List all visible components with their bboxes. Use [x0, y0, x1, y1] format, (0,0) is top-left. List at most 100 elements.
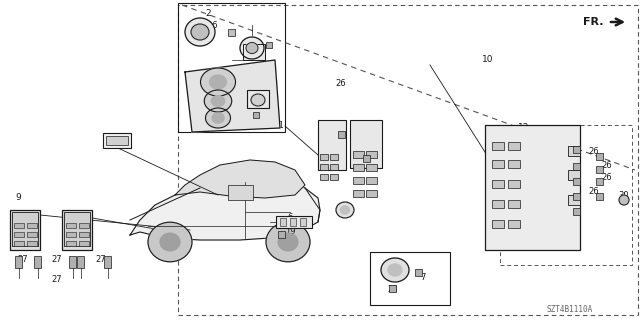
Text: 26: 26 [602, 173, 612, 182]
Text: 26: 26 [602, 161, 612, 170]
Bar [508, 220, 520, 228]
Bar [508, 160, 520, 168]
Text: SZT4B1110A: SZT4B1110A [547, 306, 593, 315]
Bar [366, 151, 377, 158]
Text: 24: 24 [564, 196, 575, 204]
Ellipse shape [381, 258, 409, 282]
Text: 29: 29 [342, 204, 352, 212]
Bar [14, 232, 24, 237]
Bar [14, 223, 24, 228]
Bar [330, 154, 338, 160]
Bar [330, 164, 338, 170]
Bar [500, 125, 632, 265]
Ellipse shape [340, 206, 349, 214]
Text: FR.: FR. [584, 17, 604, 27]
Text: 16: 16 [257, 74, 268, 83]
Text: 26: 26 [360, 146, 371, 155]
Ellipse shape [278, 233, 298, 251]
Ellipse shape [185, 18, 215, 46]
Bar [300, 218, 306, 226]
Bar [492, 180, 504, 188]
Bar [27, 232, 37, 237]
Bar [573, 163, 580, 170]
Bar [66, 232, 76, 237]
Bar [77, 256, 84, 268]
Bar [320, 174, 328, 180]
Text: 7: 7 [420, 274, 426, 283]
Bar [596, 178, 603, 185]
Bar [79, 241, 89, 246]
Text: 26: 26 [571, 206, 581, 215]
Text: 19: 19 [285, 228, 295, 236]
Ellipse shape [246, 43, 258, 53]
Bar [508, 142, 520, 150]
Text: 16: 16 [207, 21, 218, 30]
Bar [34, 256, 41, 268]
Text: 8: 8 [78, 215, 84, 225]
Bar [15, 256, 22, 268]
Ellipse shape [204, 90, 232, 112]
Bar [366, 190, 377, 197]
Text: 6: 6 [287, 213, 292, 222]
Bar [568, 195, 580, 205]
Ellipse shape [388, 264, 402, 276]
Bar [106, 136, 128, 145]
Bar [27, 241, 37, 246]
Bar [353, 190, 364, 197]
Text: 12: 12 [518, 124, 530, 132]
Bar [104, 256, 111, 268]
Bar [370, 252, 450, 305]
Bar [573, 208, 580, 215]
Bar [228, 29, 235, 36]
Bar [353, 151, 364, 158]
Text: 28: 28 [388, 285, 398, 294]
Bar [508, 180, 520, 188]
Bar [178, 3, 285, 132]
Bar [485, 125, 580, 250]
Bar [66, 223, 76, 228]
Text: 11: 11 [321, 134, 332, 143]
Text: 26: 26 [249, 110, 259, 119]
Bar [290, 218, 296, 226]
Bar [389, 285, 396, 292]
Text: 27: 27 [52, 255, 62, 265]
Bar [79, 232, 89, 237]
Bar [568, 170, 580, 180]
Bar [12, 212, 38, 246]
Bar [573, 178, 580, 185]
Bar [103, 133, 131, 148]
Bar [330, 174, 338, 180]
Bar [353, 177, 364, 184]
Bar [64, 212, 90, 246]
Ellipse shape [251, 94, 265, 106]
Bar [27, 223, 37, 228]
Ellipse shape [619, 195, 629, 205]
Text: 9: 9 [15, 193, 21, 202]
Text: 24: 24 [564, 140, 575, 148]
Bar [508, 200, 520, 208]
Text: 27: 27 [52, 276, 62, 284]
Bar [79, 223, 89, 228]
Bar [573, 193, 580, 200]
Bar [253, 112, 259, 118]
Text: 27: 27 [96, 255, 106, 265]
Bar [366, 177, 377, 184]
Text: 32: 32 [256, 93, 266, 102]
Bar [568, 146, 580, 156]
Bar [228, 185, 253, 200]
Polygon shape [175, 160, 305, 198]
Text: 13: 13 [205, 95, 215, 105]
Bar [276, 216, 312, 228]
Polygon shape [185, 60, 280, 132]
Bar [596, 193, 603, 200]
Ellipse shape [211, 95, 225, 107]
Ellipse shape [191, 24, 209, 40]
Bar [62, 210, 92, 250]
Bar [14, 241, 24, 246]
Bar [350, 120, 382, 168]
Bar [280, 218, 286, 226]
Bar [596, 166, 603, 173]
Text: 26: 26 [589, 148, 599, 156]
Bar [247, 90, 269, 108]
Text: 26: 26 [336, 79, 346, 89]
